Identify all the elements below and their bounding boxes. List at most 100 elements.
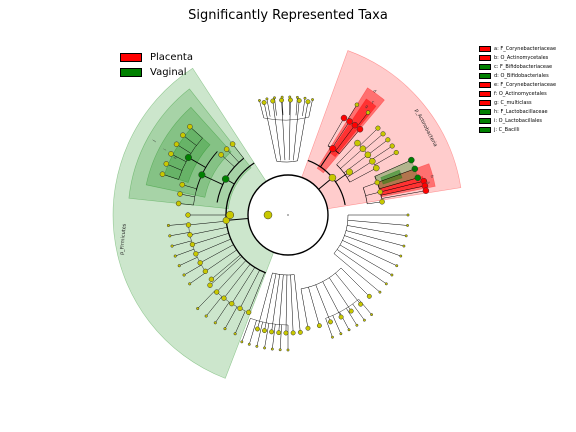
branch-line [335, 125, 356, 151]
taxon-node [263, 346, 267, 350]
branch-line [322, 281, 342, 318]
taxa-legend-label: j: C_Bacilli [494, 126, 520, 133]
branch-line [315, 284, 331, 322]
branch-line [374, 152, 397, 166]
legend-label-vaginal: Vaginal [150, 67, 187, 78]
branch-line [371, 145, 393, 161]
taxa-swatch [479, 90, 491, 97]
taxon-node [305, 325, 311, 331]
branch-line [327, 117, 345, 146]
branch-line [300, 288, 309, 329]
branch-line [231, 267, 255, 304]
taxon-node [223, 327, 227, 331]
taxa-legend-item: i: O_Lactobacillales [479, 116, 556, 125]
central-taxon-node [263, 210, 273, 220]
branch-line [271, 274, 280, 332]
taxon-node [170, 244, 174, 248]
branch-line [344, 235, 401, 257]
branch-line [340, 148, 364, 169]
branch-line [374, 159, 412, 177]
taxa-legend-label: g: C_multiclass [494, 99, 532, 106]
branch-line [337, 249, 387, 285]
taxon-node [287, 97, 293, 103]
taxa-legend: a: F_Corynebacteriaceae b: O_Actinomycet… [479, 44, 556, 134]
branch-line [345, 230, 404, 247]
branch-line [172, 240, 192, 247]
taxon-node [221, 175, 230, 183]
taxon-node [225, 210, 235, 220]
clade-highlight-bacilli [128, 88, 252, 210]
taxon-node [229, 301, 235, 307]
taxon-node [338, 314, 344, 320]
branch-line [293, 100, 300, 161]
taxon-node [255, 326, 260, 332]
taxa-legend-item: j: C_Bacilli [479, 125, 556, 134]
taxon-node [356, 125, 364, 133]
taxon-node [379, 199, 385, 205]
taxon-node [197, 260, 203, 266]
taxon-node [188, 282, 192, 286]
taxon-node [187, 232, 193, 238]
branch-line [377, 168, 415, 183]
branch-line [197, 290, 216, 309]
taxa-legend-label: i: O_Lactobacillales [494, 117, 543, 124]
branch-line [336, 142, 358, 165]
taxa-swatch [479, 126, 491, 133]
cladogram-nodes [159, 95, 430, 352]
taxon-node [163, 161, 170, 167]
taxon-node [365, 110, 371, 115]
taxon-node [408, 156, 415, 164]
taxon-node [175, 200, 182, 207]
branch-line [162, 173, 179, 180]
taxon-node [270, 98, 276, 104]
taxon-node [221, 295, 227, 301]
clade-highlight-lactobacillales [145, 106, 232, 198]
branch-line [331, 121, 350, 149]
branch-line [339, 129, 361, 154]
taxon-node [358, 301, 364, 307]
branch-line [263, 102, 277, 162]
branch-line [226, 217, 249, 221]
branch-line [294, 274, 301, 333]
taxon-node [288, 95, 292, 99]
taxon-node [229, 141, 236, 147]
taxon-node [384, 282, 388, 286]
clade-letter-label: c [371, 99, 376, 104]
taxon-node [273, 96, 276, 100]
legend-swatch-vaginal [120, 68, 142, 77]
branch-arc [325, 299, 359, 319]
taxon-node [185, 222, 192, 228]
legend-label-placenta: Placenta [150, 52, 193, 63]
taxon-node [331, 335, 334, 339]
taxon-node [269, 329, 275, 335]
clade-letter-label: g [365, 103, 370, 109]
taxon-node [375, 125, 381, 131]
clade-letter-label: h [172, 155, 178, 160]
branch-line [349, 167, 377, 183]
taxon-node [348, 308, 354, 314]
branch-line [308, 99, 313, 118]
taxon-node [255, 344, 259, 348]
taxa-legend-item: g: C_multiclass [479, 98, 556, 107]
taxon-node [173, 141, 180, 148]
taxa-legend-item: h: F_Lactobacillaceae [479, 107, 556, 116]
branch-line [285, 274, 288, 333]
taxon-node [262, 328, 267, 334]
branch-line [241, 318, 251, 342]
taxon-node [305, 99, 311, 105]
clade-label-firmicutes: p_Firmicutes [119, 223, 128, 255]
taxon-node [204, 314, 208, 318]
taxon-node [189, 241, 196, 248]
branch-line [332, 315, 342, 334]
taxon-node [359, 145, 367, 152]
taxon-node [278, 348, 282, 352]
branch-arc [195, 151, 218, 191]
taxon-node [180, 132, 186, 138]
branch-line [256, 321, 263, 347]
branch-line [333, 253, 381, 293]
taxon-node [240, 340, 244, 344]
branch-line [216, 260, 247, 293]
branch-line [220, 154, 235, 168]
branch-line [346, 308, 358, 326]
